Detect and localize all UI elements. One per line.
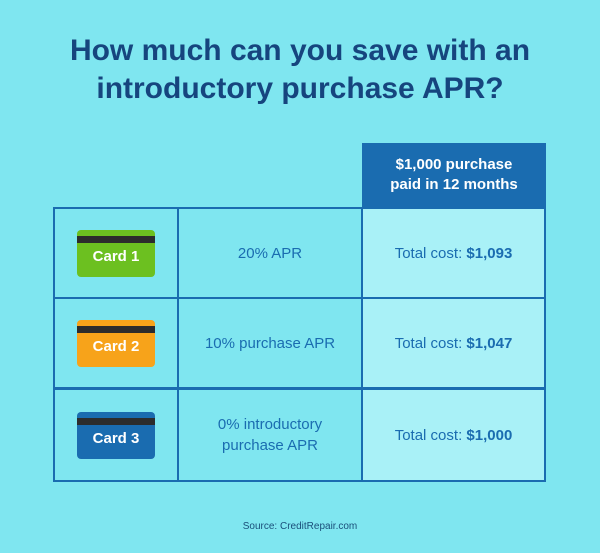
apr-cell: 0% introductory purchase APR <box>177 388 363 482</box>
apr-text: 10% purchase APR <box>204 334 336 352</box>
comparison-table: Card 1 20% APR Total cost: $1,093 Card 2… <box>53 207 546 482</box>
total-cost-label: Total cost: <box>394 426 467 444</box>
column-header: $1,000 purchase paid in 12 months <box>362 143 546 207</box>
card-label: Card 3 <box>92 429 140 447</box>
total-cost-cell: Total cost: $1,000 <box>361 388 546 482</box>
credit-card-icon: Card 2 <box>77 319 155 367</box>
apr-text: 20% APR <box>237 244 303 262</box>
credit-card-icon: Card 3 <box>77 411 155 459</box>
title-line-2: introductory purchase APR? <box>96 72 504 105</box>
total-cost-label: Total cost: <box>394 334 467 352</box>
total-cost-label: Total cost: <box>394 244 467 262</box>
total-cost-cell: Total cost: $1,093 <box>361 207 546 299</box>
page-title: How much can you save with an introducto… <box>0 32 600 108</box>
column-header-line-2: paid in 12 months <box>390 176 518 193</box>
apr-text-line-2: purchase APR <box>222 437 318 454</box>
apr-cell: 10% purchase APR <box>177 297 363 389</box>
apr-text-line-1: 0% introductory <box>217 416 323 433</box>
apr-cell: 20% APR <box>177 207 363 299</box>
total-cost-cell: Total cost: $1,047 <box>361 297 546 389</box>
title-line-1: How much can you save with an <box>69 34 531 67</box>
table-row: Card 3 0% introductory purchase APR Tota… <box>53 388 546 482</box>
table-row: Card 1 20% APR Total cost: $1,093 <box>53 207 546 299</box>
card-label: Card 1 <box>92 247 140 265</box>
magnetic-stripe <box>77 235 155 243</box>
card-cell: Card 2 <box>53 297 179 389</box>
total-cost-value: $1,093 <box>466 244 513 262</box>
total-cost-value: $1,047 <box>466 334 513 352</box>
column-header-line-1: $1,000 purchase <box>395 156 513 173</box>
total-cost-value: $1,000 <box>466 426 513 444</box>
card-label: Card 2 <box>92 337 140 355</box>
card-cell: Card 1 <box>53 207 179 299</box>
table-row: Card 2 10% purchase APR Total cost: $1,0… <box>53 297 546 389</box>
source-credit: Source: CreditRepair.com <box>242 521 358 532</box>
magnetic-stripe <box>77 417 155 425</box>
card-cell: Card 3 <box>53 388 179 482</box>
credit-card-icon: Card 1 <box>77 229 155 277</box>
magnetic-stripe <box>77 325 155 333</box>
